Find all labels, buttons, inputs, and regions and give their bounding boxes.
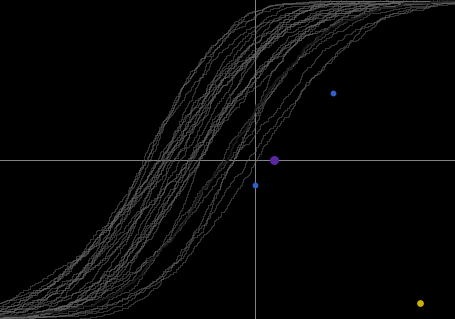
- Point: [269, 157, 277, 162]
- Point: [251, 182, 258, 188]
- Point: [415, 300, 422, 306]
- Point: [329, 90, 336, 95]
